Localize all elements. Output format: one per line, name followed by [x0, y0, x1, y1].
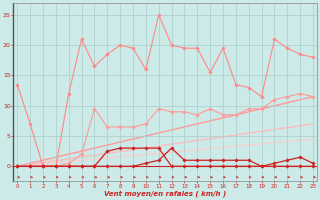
X-axis label: Vent moyen/en rafales ( km/h ): Vent moyen/en rafales ( km/h ) — [104, 191, 226, 197]
